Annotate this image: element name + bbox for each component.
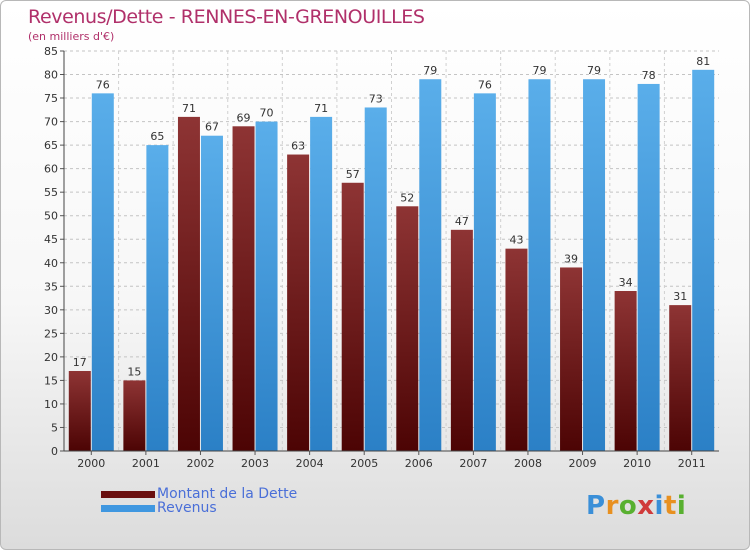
bar-revenue <box>473 93 496 452</box>
bar-revenue <box>255 121 278 452</box>
bar-revenue <box>310 116 333 451</box>
bar-debt <box>560 267 583 451</box>
x-tick-label: 2001 <box>132 457 160 470</box>
logo-letter: i <box>676 491 687 521</box>
bar-debt <box>450 229 473 451</box>
data-label-revenue: 70 <box>260 107 274 120</box>
y-tick-label: 80 <box>44 69 58 82</box>
bar-debt <box>123 380 146 451</box>
data-label-debt: 47 <box>455 215 469 228</box>
y-tick-label: 35 <box>44 280 58 293</box>
bar-revenue <box>91 93 114 452</box>
data-label-revenue: 79 <box>423 64 437 77</box>
data-label-revenue: 76 <box>96 78 110 91</box>
data-label-revenue: 67 <box>205 121 219 134</box>
chart-title: Revenus/Dette - RENNES-EN-GRENOUILLES <box>28 6 425 28</box>
proxiti-logo: Proxiti <box>586 491 686 521</box>
bar-debt <box>614 291 637 451</box>
logo-letter: o <box>618 491 638 521</box>
bar-revenue <box>528 79 551 451</box>
x-tick-label: 2003 <box>241 457 269 470</box>
bar-revenue <box>583 79 606 451</box>
x-tick-label: 2011 <box>678 457 706 470</box>
chart-subtitle: (en milliers d'€) <box>28 30 115 43</box>
bar-debt <box>232 126 255 451</box>
data-label-revenue: 79 <box>587 64 601 77</box>
data-label-revenue: 78 <box>642 69 656 82</box>
y-tick-label: 0 <box>51 445 58 458</box>
bar-debt <box>287 154 310 451</box>
logo-letter: i <box>654 491 664 521</box>
bar-revenue <box>200 135 223 452</box>
y-tick-label: 15 <box>44 374 58 387</box>
bar-debt <box>396 206 419 451</box>
bar-debt <box>341 182 364 451</box>
legend-label-debt: Montant de la Dette <box>157 486 298 502</box>
legend-swatch-revenue <box>101 505 155 512</box>
data-label-debt: 63 <box>291 140 305 153</box>
y-tick-label: 25 <box>44 327 58 340</box>
y-tick-label: 45 <box>44 233 58 246</box>
data-label-revenue: 81 <box>696 55 710 68</box>
logo-letter: r <box>605 491 619 521</box>
bar-revenue <box>146 145 169 451</box>
data-label-revenue: 76 <box>478 78 492 91</box>
data-label-revenue: 79 <box>532 64 546 77</box>
x-tick-label: 2007 <box>459 457 487 470</box>
data-label-debt: 15 <box>127 365 141 378</box>
y-tick-label: 85 <box>44 45 58 58</box>
y-tick-label: 10 <box>44 398 58 411</box>
x-tick-label: 2005 <box>350 457 378 470</box>
y-tick-label: 60 <box>44 163 58 176</box>
bar-revenue <box>364 107 387 452</box>
y-tick-label: 75 <box>44 92 58 105</box>
logo-letter: P <box>586 491 606 521</box>
data-label-debt: 71 <box>182 102 196 115</box>
bar-revenue <box>637 83 660 452</box>
y-tick-label: 65 <box>44 139 58 152</box>
x-tick-label: 2009 <box>569 457 597 470</box>
data-label-debt: 69 <box>237 111 251 124</box>
x-tick-label: 2006 <box>405 457 433 470</box>
bar-debt <box>505 248 528 451</box>
bar-revenue <box>692 69 715 451</box>
y-tick-label: 55 <box>44 186 58 199</box>
y-tick-label: 30 <box>44 304 58 317</box>
data-label-revenue: 73 <box>369 92 383 105</box>
data-label-debt: 39 <box>564 252 578 265</box>
x-tick-label: 2010 <box>623 457 651 470</box>
data-label-debt: 52 <box>400 191 414 204</box>
bar-revenue <box>419 79 442 451</box>
y-tick-label: 5 <box>51 421 58 434</box>
data-label-revenue: 65 <box>150 130 164 143</box>
data-label-debt: 31 <box>673 290 687 303</box>
legend-swatch-debt <box>101 491 155 498</box>
x-tick-label: 2008 <box>514 457 542 470</box>
data-label-debt: 34 <box>619 276 633 289</box>
data-label-debt: 43 <box>509 234 523 247</box>
bar-debt <box>68 371 91 451</box>
data-label-debt: 17 <box>73 356 87 369</box>
y-tick-label: 70 <box>44 116 58 129</box>
y-tick-label: 50 <box>44 210 58 223</box>
bar-debt <box>177 116 200 451</box>
data-label-revenue: 71 <box>314 102 328 115</box>
logo-letter: x <box>637 491 655 521</box>
y-tick-label: 40 <box>44 257 58 270</box>
bar-debt <box>669 305 692 451</box>
data-label-debt: 57 <box>346 168 360 181</box>
y-tick-label: 20 <box>44 351 58 364</box>
legend-label-revenue: Revenus <box>157 500 217 516</box>
x-tick-label: 2002 <box>186 457 214 470</box>
logo-letter: t <box>663 491 677 521</box>
x-tick-label: 2000 <box>77 457 105 470</box>
x-tick-label: 2004 <box>296 457 324 470</box>
